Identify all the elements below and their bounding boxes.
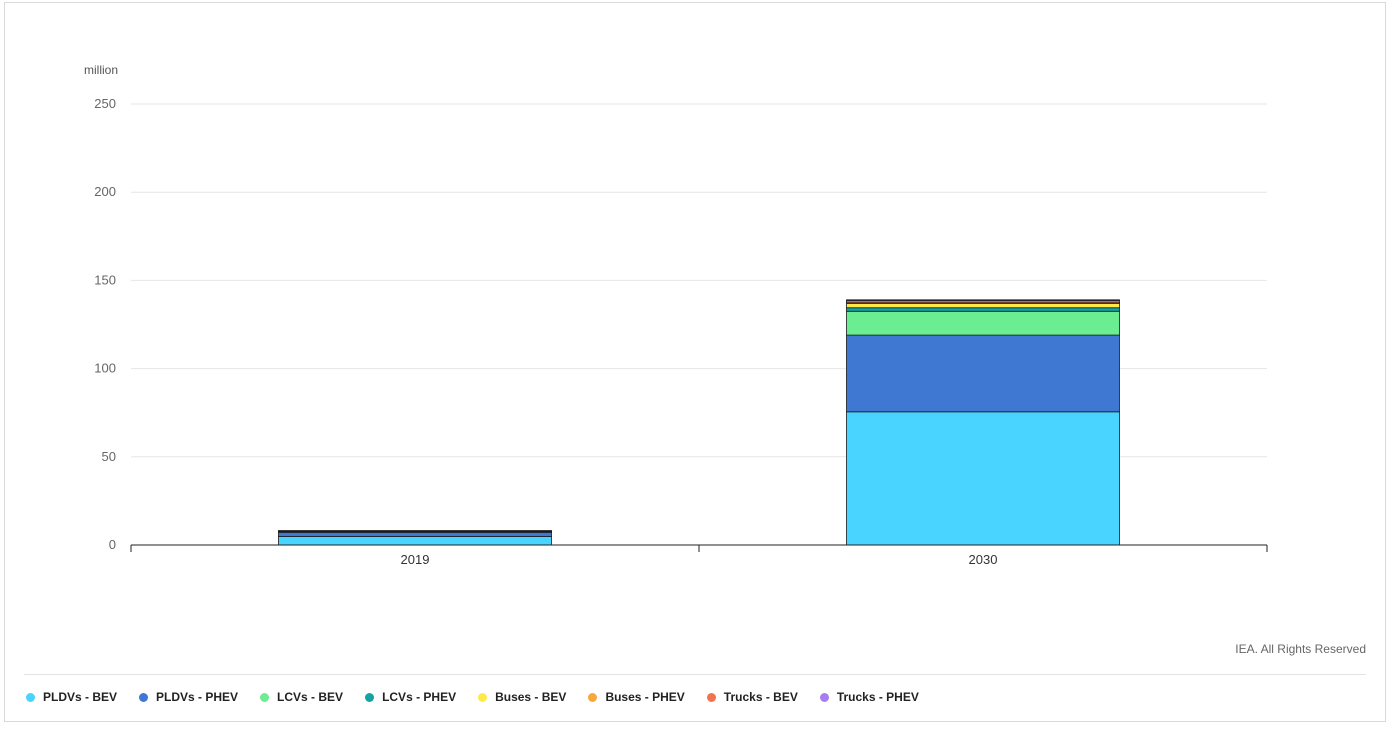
legend-item-buses-bev[interactable]: Buses - BEV (478, 690, 566, 704)
legend-dot-icon (478, 692, 488, 702)
legend-divider (24, 674, 1366, 675)
y-tick-label: 200 (94, 184, 116, 199)
x-tick-label: 2030 (969, 552, 998, 567)
legend-label: LCVs - BEV (277, 690, 344, 704)
bar-segment-trucks-phev-2030[interactable] (846, 299, 1120, 302)
legend-item-buses-phev[interactable]: Buses - PHEV (588, 690, 685, 704)
bar-segment-pldvs-bev-2030[interactable] (846, 411, 1120, 546)
bar-segment-buses-bev-2030[interactable] (846, 302, 1120, 309)
legend-item-lcvs-bev[interactable]: LCVs - BEV (260, 690, 343, 704)
legend-label: Buses - BEV (495, 690, 567, 704)
legend-item-pldvs-phev[interactable]: PLDVs - PHEV (139, 690, 238, 704)
legend-label: LCVs - PHEV (382, 690, 457, 704)
legend-dot-icon (588, 692, 598, 702)
x-axis: 2019 2030 (130, 544, 1268, 567)
bars (278, 299, 1120, 546)
legend-dot-icon (706, 692, 716, 702)
chart-frame (4, 2, 1386, 722)
legend-label: Buses - PHEV (605, 690, 685, 704)
bar-segment-trucks-bev-2019[interactable] (278, 530, 552, 532)
x-tick-label: 2019 (401, 552, 430, 567)
y-tick-label: 250 (94, 96, 116, 111)
y-tick-label: 150 (94, 272, 116, 287)
legend-dot-icon (819, 692, 829, 702)
y-axis-unit-label: million (84, 63, 118, 77)
legend-item-trucks-phev[interactable]: Trucks - PHEV (819, 690, 919, 704)
legend-label: PLDVs - BEV (43, 690, 118, 704)
bar-segment-lcvs-phev-2030[interactable] (846, 307, 1120, 312)
y-tick-label: 100 (94, 361, 116, 376)
legend-label: Trucks - PHEV (836, 690, 919, 704)
bar-segment-pldvs-phev-2030[interactable] (846, 334, 1120, 413)
legend-dot-icon (260, 692, 270, 702)
stacked-bar-chart: 0 50 100 150 200 250 2019 2030 million (84, 63, 1268, 567)
bar-segment-pldvs-phev-2019[interactable] (278, 531, 552, 537)
legend-item-pldvs-bev[interactable]: PLDVs - BEV (26, 690, 117, 704)
legend-dot-icon (26, 692, 35, 702)
legend: PLDVs - BEV PLDVs - PHEV LCVs - BEV LCVs - … (26, 690, 919, 704)
legend-dot-icon (365, 692, 375, 702)
y-tick-label: 0 (109, 537, 116, 552)
legend-item-lcvs-phev[interactable]: LCVs - PHEV (365, 690, 456, 704)
copyright-credit: IEA. All Rights Reserved (1235, 642, 1366, 656)
legend-item-trucks-bev[interactable]: Trucks - BEV (706, 690, 798, 704)
legend-label: PLDVs - PHEV (156, 690, 239, 704)
legend-dot-icon (139, 692, 149, 702)
bar-segment-pldvs-bev-2019[interactable] (278, 536, 552, 546)
bar-segment-lcvs-bev-2030[interactable] (846, 310, 1120, 336)
legend-label: Trucks - BEV (723, 690, 798, 704)
y-tick-label: 50 (102, 449, 116, 464)
